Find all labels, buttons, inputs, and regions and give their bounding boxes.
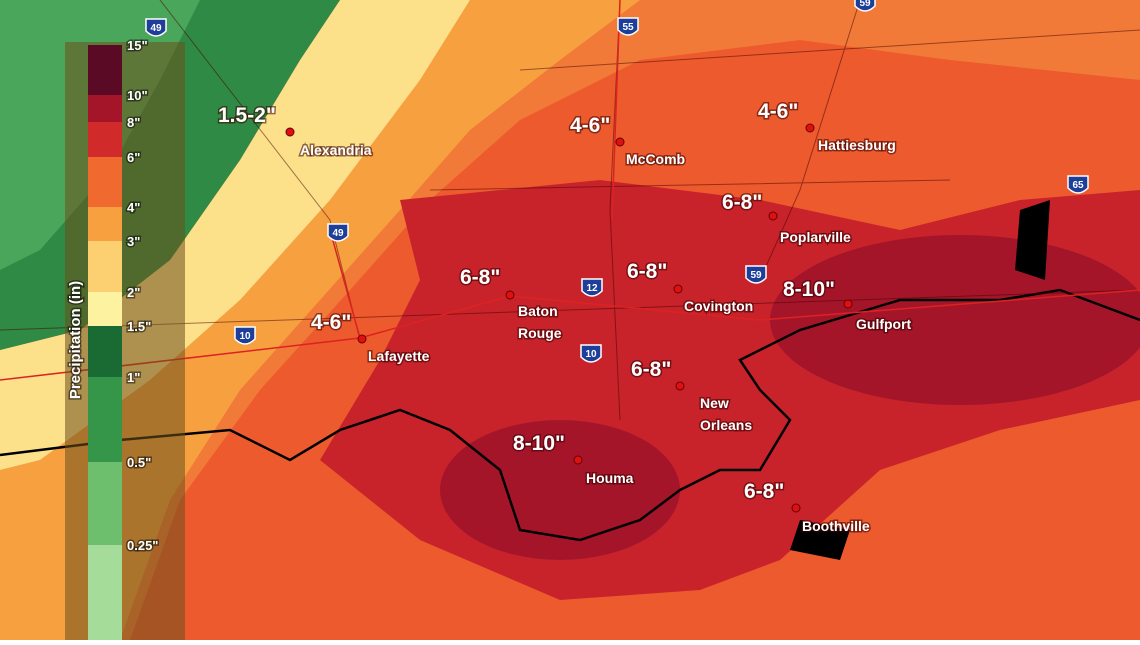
legend-tick-label: 1.5" xyxy=(127,319,151,334)
city-dot xyxy=(768,211,778,221)
legend-tick-label: 10" xyxy=(127,88,148,103)
legend-tick-label: 0.25" xyxy=(127,538,158,553)
city-name: Poplarville xyxy=(780,229,851,245)
legend-title: Precipitation (in) xyxy=(67,281,84,399)
rainfall-amount: 6-8" xyxy=(722,191,762,214)
rainfall-amount: 1.5-2" xyxy=(218,104,276,127)
city-name: Alexandria xyxy=(300,142,372,158)
interstate-shield xyxy=(234,326,256,345)
legend-tick-label: 8" xyxy=(127,115,140,130)
city-name: Rouge xyxy=(518,325,562,341)
rainfall-amount: 6-8" xyxy=(627,260,667,283)
legend-tick-label: 4" xyxy=(127,200,140,215)
legend-tick-label: 15" xyxy=(127,38,148,53)
legend-swatch xyxy=(88,545,122,640)
interstate-shield xyxy=(145,18,167,37)
interstate-shield xyxy=(1067,175,1089,194)
legend-tick-label: 0.5" xyxy=(127,455,151,470)
city-name: Covington xyxy=(684,298,753,314)
city-name: Houma xyxy=(586,470,634,486)
city-dot xyxy=(805,123,815,133)
interstate-shield xyxy=(580,344,602,363)
marsh xyxy=(790,200,1050,560)
rainfall-amount: 4-6" xyxy=(311,311,351,334)
city-name: Orleans xyxy=(700,417,752,433)
boundaries xyxy=(0,0,1140,421)
interstate-shield xyxy=(327,223,349,242)
city-name: Lafayette xyxy=(368,348,430,364)
city-name: McComb xyxy=(626,151,685,167)
legend-swatch xyxy=(88,122,122,157)
legend-swatch xyxy=(88,157,122,207)
rainfall-amount: 6-8" xyxy=(631,358,671,381)
legend-swatch xyxy=(88,292,122,326)
legend-tick-label: 2" xyxy=(127,285,140,300)
rainfall-amount: 8-10" xyxy=(783,278,835,301)
legend-tick-label: 1" xyxy=(127,370,140,385)
rain-band-10 xyxy=(770,235,1140,405)
city-dot xyxy=(285,127,295,137)
legend-panel xyxy=(65,42,185,640)
legend-tick-label: 6" xyxy=(127,150,140,165)
interstate-number: 65 xyxy=(1072,180,1084,191)
legend-swatch xyxy=(88,326,122,377)
legend-swatch xyxy=(88,95,122,122)
city-dot xyxy=(843,299,853,309)
city-dot xyxy=(505,290,515,300)
city-name: Gulfport xyxy=(856,316,912,332)
city-name: New xyxy=(700,395,729,411)
interstate-number: 59 xyxy=(750,270,762,281)
city-name: Baton xyxy=(518,303,558,319)
legend-swatch xyxy=(88,462,122,545)
legend-swatch xyxy=(88,377,122,462)
rainfall-amount: 8-10" xyxy=(513,432,565,455)
interstate-shield xyxy=(581,278,603,297)
interstate-number: 12 xyxy=(586,283,598,294)
city-dot xyxy=(573,455,583,465)
interstate-shield xyxy=(854,0,876,12)
rainfall-amount: 4-6" xyxy=(758,100,798,123)
rainfall-amount: 6-8" xyxy=(460,266,500,289)
city-dot xyxy=(673,284,683,294)
interstate-number: 49 xyxy=(150,23,162,34)
interstate-number: 10 xyxy=(239,331,251,342)
city-dot xyxy=(615,137,625,147)
legend-swatch xyxy=(88,207,122,241)
legend-swatch xyxy=(88,45,122,95)
interstate-number: 55 xyxy=(622,22,634,33)
rain-band-10 xyxy=(440,420,680,560)
rainfall-amount: 4-6" xyxy=(570,114,610,137)
coastline xyxy=(0,288,1140,542)
city-dot xyxy=(357,334,367,344)
rainfall-amount: 6-8" xyxy=(744,480,784,503)
interstate-number: 10 xyxy=(585,349,597,360)
city-name: Hattiesburg xyxy=(818,137,896,153)
legend-tick-label: 3" xyxy=(127,234,140,249)
city-dot xyxy=(675,381,685,391)
interstate-number: 59 xyxy=(859,0,871,9)
interstate-number: 49 xyxy=(332,228,344,239)
city-dot xyxy=(791,503,801,513)
legend-swatch xyxy=(88,241,122,292)
city-name: Boothville xyxy=(802,518,870,534)
interstate-shield xyxy=(617,17,639,36)
interstate-shield xyxy=(745,265,767,284)
